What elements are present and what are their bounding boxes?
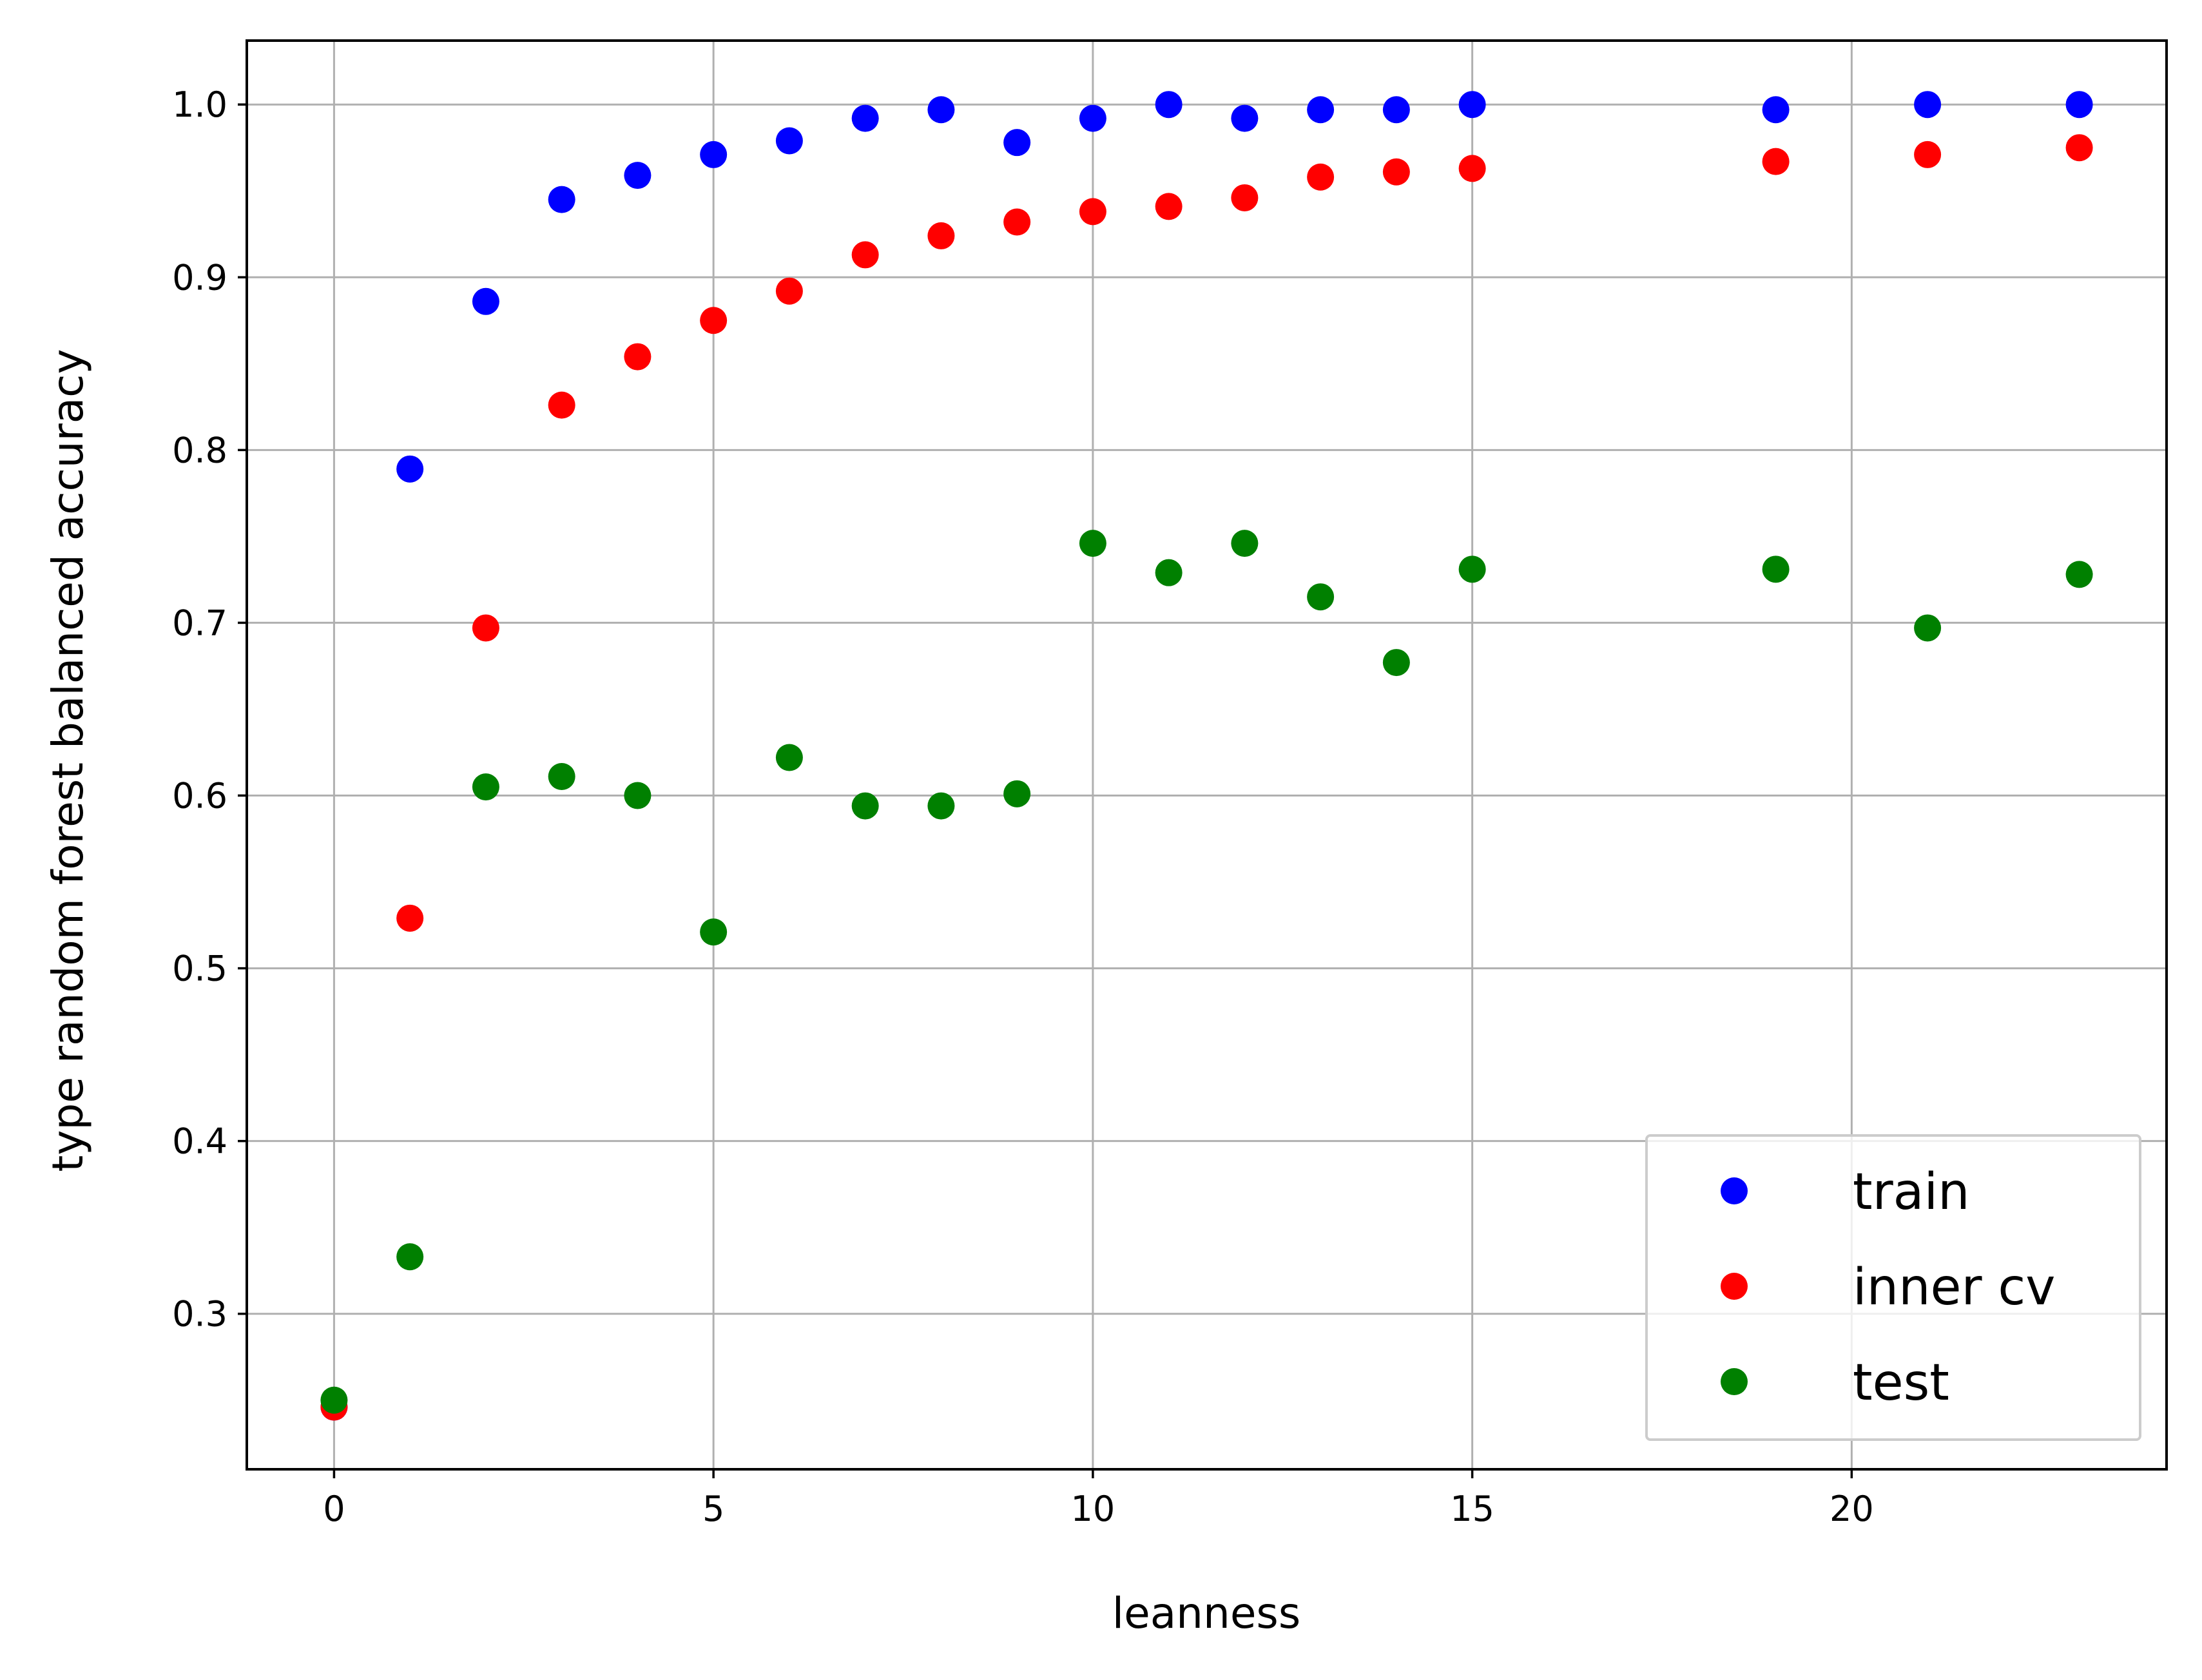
- data-point: [396, 904, 424, 932]
- data-point: [1382, 96, 1410, 124]
- y-tick-label: 0.9: [172, 257, 227, 298]
- data-point: [1231, 184, 1259, 211]
- data-point: [1307, 583, 1335, 611]
- data-point: [1914, 91, 1942, 119]
- y-tick-label: 1.0: [172, 84, 227, 125]
- y-tick-label: 0.7: [172, 603, 227, 643]
- data-point: [1307, 163, 1335, 191]
- data-point: [1003, 129, 1031, 157]
- grid: [247, 41, 2167, 1469]
- legend-label: inner cv: [1853, 1259, 2055, 1317]
- legend-label: test: [1853, 1354, 1949, 1412]
- data-point: [927, 96, 955, 124]
- data-point: [472, 287, 499, 315]
- data-point: [624, 782, 652, 809]
- plot-frame: [246, 39, 2168, 1471]
- legend-label: train: [1853, 1163, 1970, 1221]
- data-point: [2065, 91, 2093, 119]
- data-point: [700, 918, 728, 946]
- data-point: [2065, 134, 2093, 162]
- data-point: [624, 343, 652, 371]
- data-point: [851, 792, 879, 820]
- data-point: [1155, 91, 1183, 119]
- data-point: [1762, 148, 1790, 175]
- data-point: [927, 792, 955, 820]
- data-point: [1458, 555, 1486, 583]
- y-tick-label: 0.4: [172, 1121, 227, 1162]
- legend-marker: [1721, 1177, 1748, 1204]
- data-point: [548, 391, 575, 419]
- data-point: [1231, 530, 1259, 557]
- data-point: [1155, 559, 1183, 586]
- data-point: [1914, 140, 1942, 168]
- data-point: [1458, 155, 1486, 182]
- data-point: [1914, 614, 1942, 642]
- data-point: [1079, 530, 1106, 557]
- data-point: [775, 744, 803, 771]
- legend-marker: [1721, 1368, 1748, 1395]
- data-point: [700, 140, 728, 168]
- data-point: [2065, 561, 2093, 588]
- data-point: [851, 241, 879, 269]
- data-point: [851, 104, 879, 132]
- data-point: [396, 455, 424, 483]
- data-point: [927, 222, 955, 249]
- data-point: [1079, 198, 1106, 226]
- y-tick-label: 0.8: [172, 430, 227, 470]
- data-point: [1382, 158, 1410, 186]
- data-point: [1762, 96, 1790, 124]
- y-axis-label: type random forest balanced accuracy: [43, 349, 93, 1172]
- data-point: [700, 307, 728, 334]
- x-axis-label: leanness: [1112, 1588, 1300, 1638]
- y-tick-label: 0.3: [172, 1294, 227, 1335]
- data-point: [1382, 649, 1410, 677]
- data-point: [624, 162, 652, 189]
- data-point: [1762, 555, 1790, 583]
- x-tick-label: 0: [323, 1489, 345, 1529]
- data-point: [1003, 208, 1031, 236]
- y-tick-label: 0.6: [172, 775, 227, 816]
- data-point: [1079, 104, 1106, 132]
- y-tick-label: 0.5: [172, 949, 227, 989]
- data-point: [548, 763, 575, 791]
- axis-ticks: 0 5 10 15 20 0.3 0.4 0.5 0.6 0.7 0.8 0.9 1.0: [172, 84, 1874, 1529]
- x-tick-label: 20: [1830, 1489, 1874, 1529]
- data-point: [1307, 96, 1335, 124]
- legend-box: [1645, 1134, 2141, 1441]
- data-point: [396, 1243, 424, 1271]
- x-tick-label: 10: [1071, 1489, 1115, 1529]
- series-test: [320, 530, 2093, 1414]
- data-point: [472, 614, 499, 642]
- data-point: [1458, 91, 1486, 119]
- legend-marker: [1721, 1273, 1748, 1300]
- data-point: [775, 277, 803, 305]
- legend: train inner cv test: [1645, 1134, 2141, 1441]
- x-tick-label: 5: [702, 1489, 724, 1529]
- x-tick-label: 15: [1450, 1489, 1494, 1529]
- data-point: [1003, 780, 1031, 807]
- data-point: [775, 127, 803, 155]
- data-point: [1155, 193, 1183, 220]
- data-point: [472, 773, 499, 801]
- data-points: [320, 91, 2093, 1421]
- series-inner-cv: [320, 134, 2093, 1421]
- data-point: [1231, 104, 1259, 132]
- data-point: [320, 1386, 348, 1414]
- data-point: [548, 186, 575, 213]
